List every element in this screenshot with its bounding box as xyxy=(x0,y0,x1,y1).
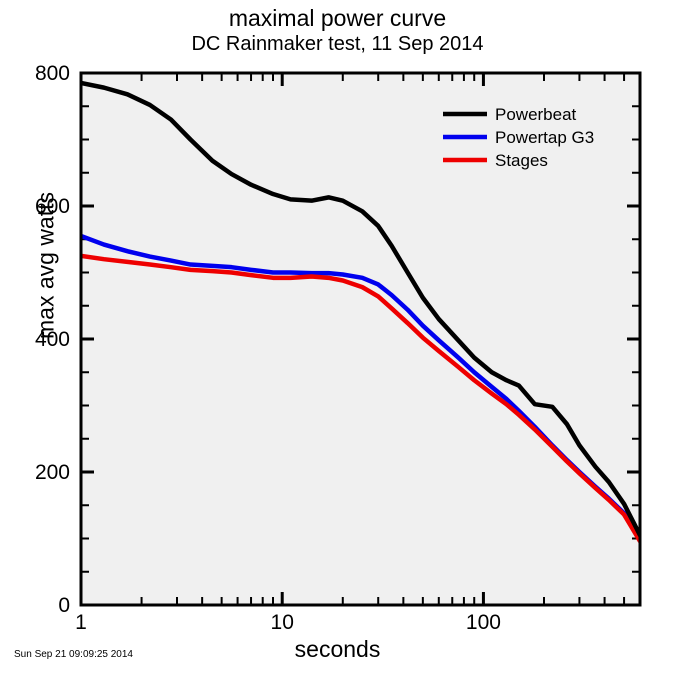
page-title: maximal power curve xyxy=(228,5,447,31)
y-tick-label: 400 xyxy=(35,328,70,351)
y-tick-label: 600 xyxy=(35,195,70,218)
plot-frame xyxy=(79,71,642,607)
x-tick-label: 100 xyxy=(466,611,501,634)
legend: Powerbeat Powertap G3 Stages xyxy=(443,105,594,170)
y-axis-label: max avg watts xyxy=(32,192,59,339)
x-tick-label: 1 xyxy=(75,611,87,634)
y-tick-label: 200 xyxy=(35,461,70,484)
legend-label: Stages xyxy=(495,151,548,170)
series-group xyxy=(81,80,640,544)
title-block: maximal power curve DC Rainmaker test, 1… xyxy=(0,4,675,57)
chart-subtitle: DC Rainmaker test, 11 Sep 2014 xyxy=(191,33,484,55)
x-axis-label: seconds xyxy=(294,636,381,662)
plot-background xyxy=(81,73,640,605)
y-tick-label: 0 xyxy=(58,594,70,617)
x-tick-label: 10 xyxy=(271,611,294,634)
series-line-stages xyxy=(81,253,640,544)
legend-label: Powerbeat xyxy=(495,105,577,124)
render-timestamp: Sun Sep 21 09:09:25 2014 xyxy=(14,649,133,660)
y-tick-label: 800 xyxy=(35,62,70,85)
legend-label: Powertap G3 xyxy=(495,128,594,147)
series-line-powerbeat xyxy=(81,80,640,538)
